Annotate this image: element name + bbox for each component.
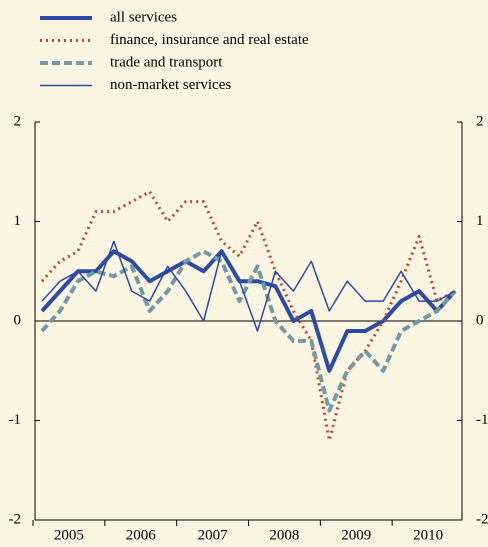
- x-tick-label: 2009: [341, 527, 371, 543]
- y-tick-label: 2: [476, 113, 484, 129]
- legend-label: trade and transport: [110, 54, 223, 70]
- y-tick-label: -2: [9, 511, 22, 527]
- y-tick-label: 1: [14, 213, 22, 229]
- series-line: [41, 240, 456, 332]
- legend-label: finance, insurance and real estate: [110, 32, 309, 48]
- y-tick-label: 0: [14, 312, 22, 328]
- y-tick-label: 0: [476, 312, 484, 328]
- x-tick-label: 2005: [54, 527, 84, 543]
- y-tick-label: 2: [14, 113, 22, 129]
- legend-label: all services: [110, 9, 177, 25]
- series-line: [40, 190, 456, 442]
- y-tick-label: -2: [476, 511, 488, 527]
- y-tick-label: 1: [476, 213, 484, 229]
- y-tick-label: -1: [9, 412, 22, 428]
- legend-label: non-market services: [110, 77, 231, 93]
- x-tick-label: 2007: [198, 527, 229, 543]
- x-tick-label: 2008: [269, 527, 299, 543]
- x-tick-label: 2006: [126, 527, 157, 543]
- series-line: [40, 249, 457, 413]
- x-tick-label: 2010: [413, 527, 443, 543]
- y-tick-label: -1: [476, 412, 488, 428]
